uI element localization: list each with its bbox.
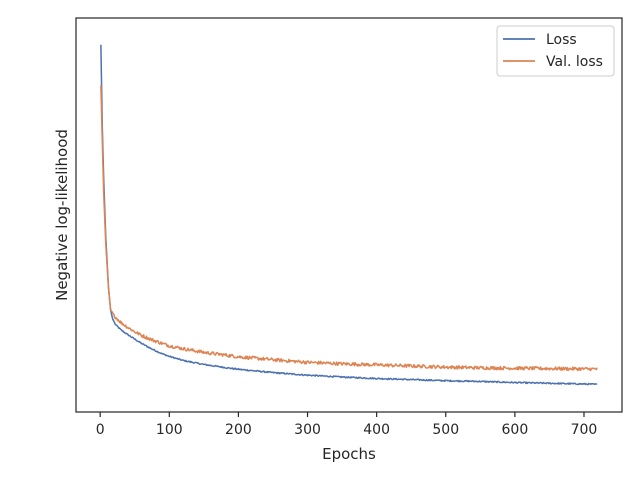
x-tick-label: 300 — [294, 422, 321, 438]
legend-label-loss: Loss — [546, 32, 577, 48]
y-axis-label: Negative log-likelihood — [53, 129, 71, 301]
x-tick-label: 600 — [502, 422, 529, 438]
x-tick-label: 0 — [96, 422, 105, 438]
series-line-loss — [100, 44, 598, 386]
x-tick-label: 700 — [571, 422, 598, 438]
series-line-val-loss — [100, 85, 598, 372]
legend-label-val-loss: Val. loss — [546, 54, 603, 70]
x-tick-label: 400 — [363, 422, 390, 438]
x-tick-label: 100 — [156, 422, 183, 438]
x-axis-label: Epochs — [322, 445, 376, 463]
plot-area — [75, 17, 623, 413]
axes-frame — [75, 17, 623, 413]
x-tick-label: 200 — [225, 422, 252, 438]
series-lines — [100, 44, 598, 386]
x-axis: 0 100 200 300 400 500 600 700 — [96, 412, 598, 438]
x-tick-label: 500 — [432, 422, 459, 438]
legend: Loss Val. loss — [496, 25, 615, 77]
